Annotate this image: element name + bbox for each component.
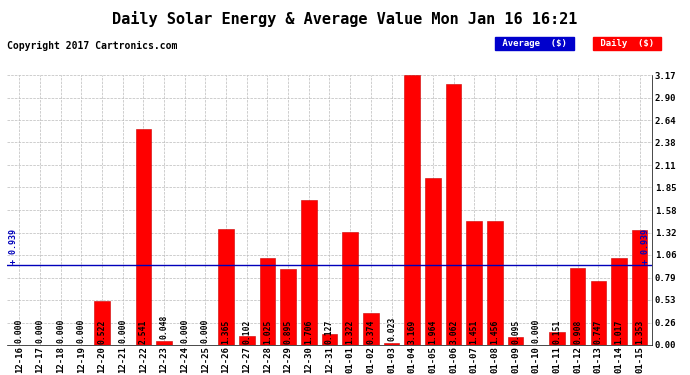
Text: 0.048: 0.048	[159, 315, 168, 339]
Bar	[466, 221, 482, 345]
Text: 0.908: 0.908	[573, 320, 582, 344]
Text: 0.000: 0.000	[14, 319, 24, 343]
Text: 1.365: 1.365	[221, 320, 230, 344]
Bar	[508, 337, 523, 345]
Text: 1.706: 1.706	[304, 320, 313, 344]
Text: 1.456: 1.456	[491, 320, 500, 344]
Text: 0.095: 0.095	[511, 320, 520, 344]
Bar	[591, 281, 606, 345]
Text: 3.062: 3.062	[449, 320, 458, 344]
Text: 0.747: 0.747	[594, 320, 603, 344]
Text: 1.322: 1.322	[346, 320, 355, 344]
Text: 0.374: 0.374	[366, 320, 375, 344]
Text: 1.353: 1.353	[635, 320, 644, 344]
Bar	[570, 268, 585, 345]
Text: 3.169: 3.169	[408, 320, 417, 344]
Bar	[446, 84, 462, 345]
Text: 1.025: 1.025	[263, 320, 272, 344]
Bar	[632, 230, 647, 345]
Text: 0.000: 0.000	[118, 319, 127, 343]
Text: 0.023: 0.023	[387, 317, 396, 341]
Bar	[259, 258, 275, 345]
Bar	[322, 334, 337, 345]
Text: 0.000: 0.000	[77, 319, 86, 343]
Text: 0.151: 0.151	[553, 320, 562, 344]
Text: + 0.939: + 0.939	[9, 229, 18, 264]
Bar	[157, 341, 172, 345]
Bar	[425, 178, 441, 345]
Text: 0.000: 0.000	[35, 319, 44, 343]
Bar	[611, 258, 627, 345]
Text: 0.000: 0.000	[532, 319, 541, 343]
Text: 0.895: 0.895	[284, 320, 293, 344]
Bar	[218, 229, 234, 345]
Text: 0.102: 0.102	[242, 320, 251, 344]
Text: 1.451: 1.451	[470, 320, 479, 344]
Text: Average  ($): Average ($)	[497, 39, 572, 48]
Text: + 0.939: + 0.939	[641, 229, 650, 264]
Text: 1.964: 1.964	[428, 320, 437, 344]
Text: 0.127: 0.127	[325, 320, 334, 344]
Bar	[487, 221, 502, 345]
Bar	[342, 232, 358, 345]
Text: 0.000: 0.000	[56, 319, 65, 343]
Bar	[384, 343, 400, 345]
Text: Daily Solar Energy & Average Value Mon Jan 16 16:21: Daily Solar Energy & Average Value Mon J…	[112, 11, 578, 27]
Text: Daily  ($): Daily ($)	[595, 39, 659, 48]
Text: Copyright 2017 Cartronics.com: Copyright 2017 Cartronics.com	[7, 41, 177, 51]
Bar	[301, 200, 317, 345]
Text: 0.000: 0.000	[201, 319, 210, 343]
Bar	[239, 336, 255, 345]
Bar	[280, 269, 296, 345]
Bar	[404, 75, 420, 345]
Text: 0.522: 0.522	[97, 320, 106, 344]
Bar	[363, 313, 379, 345]
Bar	[136, 129, 151, 345]
Bar	[95, 300, 110, 345]
Text: 0.000: 0.000	[180, 319, 189, 343]
Bar	[549, 332, 564, 345]
Text: 1.017: 1.017	[615, 320, 624, 344]
Text: 2.541: 2.541	[139, 320, 148, 344]
